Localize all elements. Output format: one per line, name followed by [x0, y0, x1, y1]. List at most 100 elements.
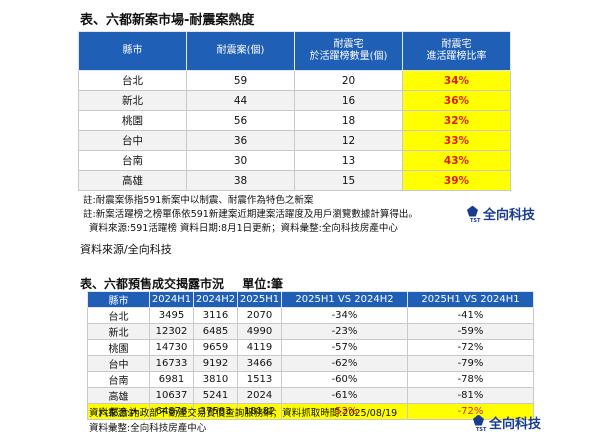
company-logo: TST 全向科技 [467, 204, 536, 224]
cell-2024h1: 6981 [149, 371, 194, 388]
col-header-ratio: 耐震宅 進活躍榜比率 [402, 31, 511, 71]
cell-2024h1: 64878 [149, 403, 194, 420]
cell-city: 高雄 [87, 387, 150, 404]
cell-city: 台北 [78, 70, 187, 91]
cell-ratio: 34% [402, 70, 511, 91]
cell-count: 56 [186, 110, 295, 131]
table-row: 台北 3495 3116 2070 -34% -41% [87, 307, 534, 324]
cell-2024h1: 16733 [149, 355, 194, 372]
cell-count: 44 [186, 90, 295, 111]
cell-active: 18 [294, 110, 403, 131]
table-row: 台北 59 20 34% [78, 70, 511, 91]
cell-vs-2024h1: -72% [407, 403, 534, 420]
cell-vs-2024h2: -62% [281, 355, 408, 372]
table-row: 桃園 14730 9659 4119 -57% -72% [87, 339, 534, 356]
cell-city: 台中 [87, 355, 150, 372]
table1-source-note: 資料來源:591活躍榜 資料日期:8月1日更新；資料彙整:全向科技房產中心 [89, 223, 398, 234]
col-header-2024h1: 2024H1 [149, 291, 194, 308]
cell-2024h2: 3116 [193, 307, 238, 324]
col-header-2025h1: 2025H1 [237, 291, 282, 308]
col-header-city: 縣市 [78, 31, 187, 71]
table-row: 高雄 10637 5241 2024 -61% -81% [87, 387, 534, 404]
table1-title: 表、六都新案市場-耐震案熱度 [80, 13, 255, 28]
table-row: 高雄 38 15 39% [78, 170, 511, 191]
tst-logo-icon: TST [473, 414, 487, 433]
cell-count: 30 [186, 150, 295, 171]
cell-2024h2: 3810 [193, 371, 238, 388]
cell-vs-2024h1: -41% [407, 307, 534, 324]
cell-2024h1: 12302 [149, 323, 194, 340]
cell-vs-2024h1: -81% [407, 387, 534, 404]
cell-ratio: 36% [402, 90, 511, 111]
cell-2024h1: 14730 [149, 339, 194, 356]
logo-text: 全向科技 [483, 208, 536, 223]
table2-title: 表、六都預售成交揭露市況 單位:筆 [80, 275, 283, 292]
col-header-active: 耐震宅 於活躍榜數量(個) [294, 31, 403, 71]
cell-vs-2024h2: -34% [281, 307, 408, 324]
cell-vs-2024h1: -78% [407, 371, 534, 388]
cell-2024h2: 9192 [193, 355, 238, 372]
cell-2024h1: 10637 [149, 387, 194, 404]
table2-compile-note: 資料彙整:全向科技房產中心 [89, 423, 207, 434]
cell-vs-2024h1: -72% [407, 339, 534, 356]
table-header-row: 縣市 耐震案(個) 耐震宅 於活躍榜數量(個) 耐震宅 進活躍榜比率 [78, 31, 511, 71]
cell-2024h2: 5241 [193, 387, 238, 404]
cell-vs-2024h2: -23% [281, 323, 408, 340]
table2-title-text: 表、六都預售成交揭露市況 [80, 277, 225, 291]
cell-vs-2024h2: -57% [281, 339, 408, 356]
cell-active: 15 [294, 170, 403, 191]
cell-ratio: 43% [402, 150, 511, 171]
presale-transactions-table: 縣市 2024H1 2024H2 2025H1 2025H1 VS 2024H2… [87, 291, 534, 420]
table-row: 桃園 56 18 32% [78, 110, 511, 131]
cell-vs-2024h1: -59% [407, 323, 534, 340]
cell-active: 13 [294, 150, 403, 171]
cell-2025h1: 2070 [237, 307, 282, 324]
cell-city: 桃園 [87, 339, 150, 356]
cell-city: 台南 [78, 150, 187, 171]
cell-city: 台南 [87, 371, 150, 388]
cell-vs-2024h2: -61% [281, 387, 408, 404]
cell-2024h1: 3495 [149, 307, 194, 324]
table1-note-2: 註:新案活躍榜之榜單係依591新建案近期建案活躍度及用戶瀏覽數據計算得出。 [83, 209, 418, 220]
cell-city: 高雄 [78, 170, 187, 191]
cell-city: 新北 [87, 323, 150, 340]
cell-vs-2024h2: -52% [281, 403, 408, 420]
cell-city: 台北 [87, 307, 150, 324]
table-total-row: 六都合計 64878 37503 18182 -52% -72% [87, 403, 534, 420]
cell-city: 新北 [78, 90, 187, 111]
cell-vs-2024h2: -60% [281, 371, 408, 388]
cell-active: 20 [294, 70, 403, 91]
cell-ratio: 32% [402, 110, 511, 131]
table-row: 新北 44 16 36% [78, 90, 511, 111]
cell-city: 台中 [78, 130, 187, 151]
cell-ratio: 39% [402, 170, 511, 191]
table-header-row: 縣市 2024H1 2024H2 2025H1 2025H1 VS 2024H2… [87, 291, 534, 308]
source-line: 資料來源/全向科技 [80, 243, 172, 256]
earthquake-resistant-table: 縣市 耐震案(個) 耐震宅 於活躍榜數量(個) 耐震宅 進活躍榜比率 台北 59… [78, 31, 511, 191]
table2-source-note: 資料來源:內政部不動產交易實價查詢服務網；資料抓取時間:2025/08/19 [89, 408, 398, 419]
table-row: 台南 6981 3810 1513 -60% -78% [87, 371, 534, 388]
cell-count: 59 [186, 70, 295, 91]
cell-2025h1: 4119 [237, 339, 282, 356]
cell-2024h2: 37503 [193, 403, 238, 420]
cell-count: 38 [186, 170, 295, 191]
table-row: 台中 16733 9192 3466 -62% -79% [87, 355, 534, 372]
cell-2025h1: 1513 [237, 371, 282, 388]
company-logo: TST 全向科技 [473, 413, 541, 433]
col-header-vs-2024h1: 2025H1 VS 2024H1 [407, 291, 534, 308]
cell-count: 36 [186, 130, 295, 151]
table-row: 新北 12302 6485 4990 -23% -59% [87, 323, 534, 340]
cell-active: 16 [294, 90, 403, 111]
cell-2024h2: 6485 [193, 323, 238, 340]
cell-ratio: 33% [402, 130, 511, 151]
table1-note-1: 註:耐震案係指591新案中以制震、耐震作為特色之新案 [83, 195, 314, 206]
cell-2025h1: 2024 [237, 387, 282, 404]
table2-unit: 單位:筆 [242, 277, 284, 291]
col-header-city: 縣市 [87, 291, 150, 308]
table-row: 台南 30 13 43% [78, 150, 511, 171]
cell-2024h2: 9659 [193, 339, 238, 356]
col-header-2024h2: 2024H2 [193, 291, 238, 308]
cell-active: 12 [294, 130, 403, 151]
cell-2025h1: 4990 [237, 323, 282, 340]
col-header-count: 耐震案(個) [186, 31, 295, 71]
